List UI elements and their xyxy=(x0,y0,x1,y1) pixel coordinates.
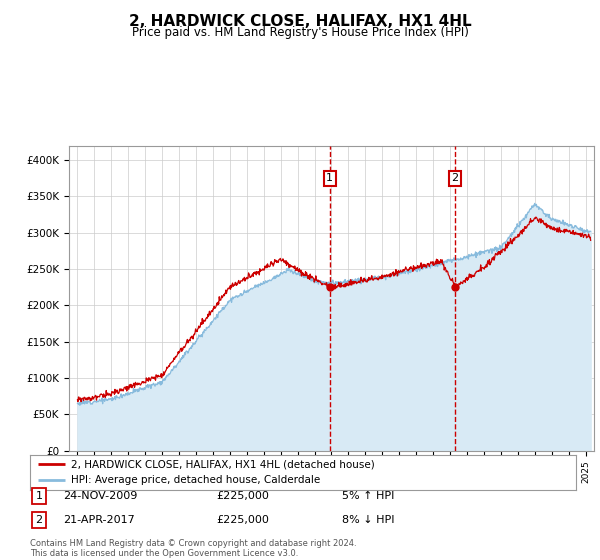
Text: 1: 1 xyxy=(326,173,334,183)
Text: Contains HM Land Registry data © Crown copyright and database right 2024.
This d: Contains HM Land Registry data © Crown c… xyxy=(30,539,356,558)
Text: 2, HARDWICK CLOSE, HALIFAX, HX1 4HL: 2, HARDWICK CLOSE, HALIFAX, HX1 4HL xyxy=(128,14,472,29)
Text: HPI: Average price, detached house, Calderdale: HPI: Average price, detached house, Cald… xyxy=(71,475,320,486)
Text: 24-NOV-2009: 24-NOV-2009 xyxy=(63,491,137,501)
Text: £225,000: £225,000 xyxy=(216,491,269,501)
Text: 5% ↑ HPI: 5% ↑ HPI xyxy=(342,491,394,501)
Text: 1: 1 xyxy=(35,491,43,501)
Text: 2, HARDWICK CLOSE, HALIFAX, HX1 4HL (detached house): 2, HARDWICK CLOSE, HALIFAX, HX1 4HL (det… xyxy=(71,459,374,469)
Text: 2: 2 xyxy=(35,515,43,525)
Text: £225,000: £225,000 xyxy=(216,515,269,525)
Text: Price paid vs. HM Land Registry's House Price Index (HPI): Price paid vs. HM Land Registry's House … xyxy=(131,26,469,39)
Text: 21-APR-2017: 21-APR-2017 xyxy=(63,515,135,525)
Text: 2: 2 xyxy=(452,173,458,183)
Text: 8% ↓ HPI: 8% ↓ HPI xyxy=(342,515,395,525)
